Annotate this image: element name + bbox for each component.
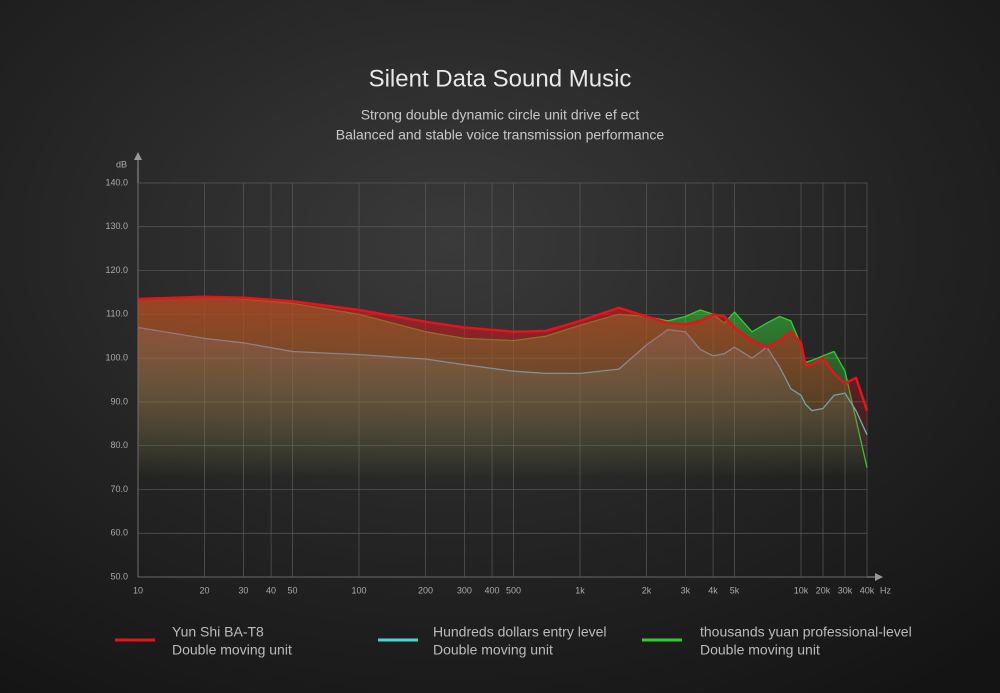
x-tick-label: 30k [838,585,853,595]
y-tick-label: 130.0 [105,221,128,231]
x-tick-label: 300 [457,585,472,595]
y-tick-label: 100.0 [105,352,128,362]
x-axis-arrow [875,573,883,581]
y-tick-label: 90.0 [110,396,128,406]
chart-subtitle: Strong double dynamic circle unit drive … [361,107,640,123]
x-tick-label: 10 [133,585,143,595]
x-tick-label: 50 [287,585,297,595]
legend-label: Hundreds dollars entry level [433,624,607,640]
area [138,296,867,477]
x-tick-label: 20k [816,585,831,595]
legend-sublabel: Double moving unit [700,642,820,658]
y-tick-label: 60.0 [110,528,128,538]
legend-label: Yun Shi BA-T8 [172,624,264,640]
y-tick-label: 140.0 [105,177,128,187]
x-tick-label: 40k [860,585,875,595]
y-tick-label: 110.0 [106,309,128,319]
x-tick-label: 30 [238,585,248,595]
x-tick-label: 2k [642,585,652,595]
x-tick-label: 4k [708,585,718,595]
x-tick-label: 20 [200,585,210,595]
x-tick-label: 100 [351,585,366,595]
legend-label: thousands yuan professional-level [700,624,912,640]
line [137,295,869,411]
y-tick-label: 50.0 [110,571,128,581]
x-tick-label: 200 [418,585,433,595]
x-tick-label: 1k [575,585,585,595]
x-tick-label: 10k [794,585,809,595]
chart-title: Silent Data Sound Music [369,65,632,92]
x-tick-label: 400 [485,585,500,595]
legend-sublabel: Double moving unit [433,642,553,658]
y-unit: dB [116,159,127,169]
y-axis-arrow [134,152,142,160]
y-tick-label: 80.0 [110,440,128,450]
y-tick-label: 70.0 [110,484,128,494]
x-tick-label: 500 [506,585,521,595]
chart-subtitle: Balanced and stable voice transmission p… [336,127,665,143]
y-tick-label: 120.0 [105,265,128,275]
x-tick-label: 40 [266,585,276,595]
legend-sublabel: Double moving unit [172,642,292,658]
x-unit: Hz [880,585,891,595]
x-tick-label: 5k [730,585,740,595]
x-tick-label: 3k [681,585,691,595]
